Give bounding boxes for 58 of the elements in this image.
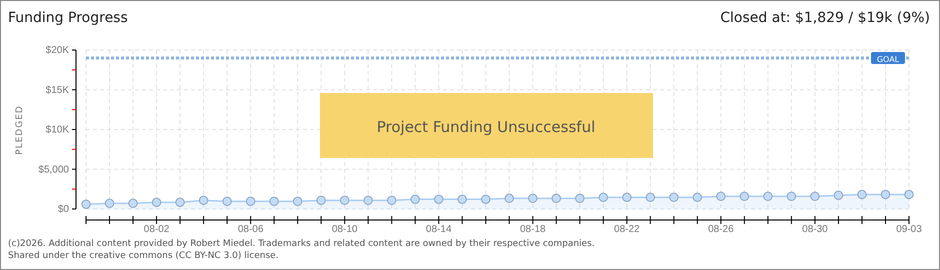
status-banner: Project Funding Unsuccessful — [320, 93, 653, 158]
point — [81, 200, 91, 209]
point — [716, 192, 726, 202]
point — [269, 196, 279, 206]
point — [552, 194, 561, 204]
point — [316, 196, 326, 206]
y-axis-title: PLEDGED — [15, 105, 25, 155]
point — [763, 192, 773, 202]
point — [504, 194, 514, 204]
point — [622, 192, 632, 202]
x-tick-label: 08-18 — [520, 224, 546, 235]
point — [104, 198, 114, 208]
point — [363, 196, 373, 206]
x-tick-label: 08-06 — [238, 224, 264, 235]
y-tick-label: $10K — [46, 124, 70, 136]
x-tick-label: 08-14 — [426, 224, 452, 235]
x-tick-label: 08-10 — [332, 224, 358, 235]
point — [128, 198, 138, 208]
chart-title: Funding Progress — [8, 10, 128, 26]
point — [434, 194, 444, 204]
point — [786, 192, 796, 202]
ref-line-label: GOAL — [876, 54, 900, 64]
x-tick-label: 08-26 — [708, 224, 734, 235]
x-tick-label: 08-02 — [144, 224, 170, 235]
point — [458, 194, 467, 204]
y-tick-label: $5,000 — [38, 164, 70, 176]
text: Shared under the creative commons (CC BY-NC 3.0) license. — [8, 251, 279, 261]
y-tick-label: $20K — [46, 45, 70, 56]
point — [857, 190, 867, 200]
point — [292, 196, 302, 206]
point — [387, 196, 396, 206]
point — [646, 192, 656, 202]
x-tick-label: 08-22 — [614, 224, 640, 235]
point — [246, 196, 256, 206]
point — [175, 198, 185, 207]
point — [198, 196, 208, 206]
chart-subtitle: Closed at: $1,829 / $19k (9%) — [720, 10, 930, 26]
text: (c)2026. Additional content provided by Robert Miedel. Trademarks and related content are owned by their respective companies. — [8, 239, 595, 249]
point — [410, 194, 420, 204]
point — [598, 192, 608, 202]
point — [528, 194, 538, 204]
x-tick-label: 08-30 — [802, 224, 828, 235]
point — [152, 198, 162, 207]
point — [880, 190, 890, 200]
y-tick-label: $0 — [58, 204, 70, 216]
point — [481, 194, 490, 204]
point — [810, 192, 820, 202]
point — [904, 190, 914, 200]
point — [575, 194, 584, 204]
point — [222, 196, 232, 206]
point — [340, 196, 350, 206]
y-tick-label: $15K — [46, 84, 70, 96]
point — [692, 192, 702, 202]
point — [740, 192, 750, 202]
x-tick-label: 09-03 — [896, 224, 922, 235]
point — [669, 192, 679, 202]
point — [834, 190, 844, 200]
annotation: Project Funding Unsuccessful — [376, 118, 596, 136]
